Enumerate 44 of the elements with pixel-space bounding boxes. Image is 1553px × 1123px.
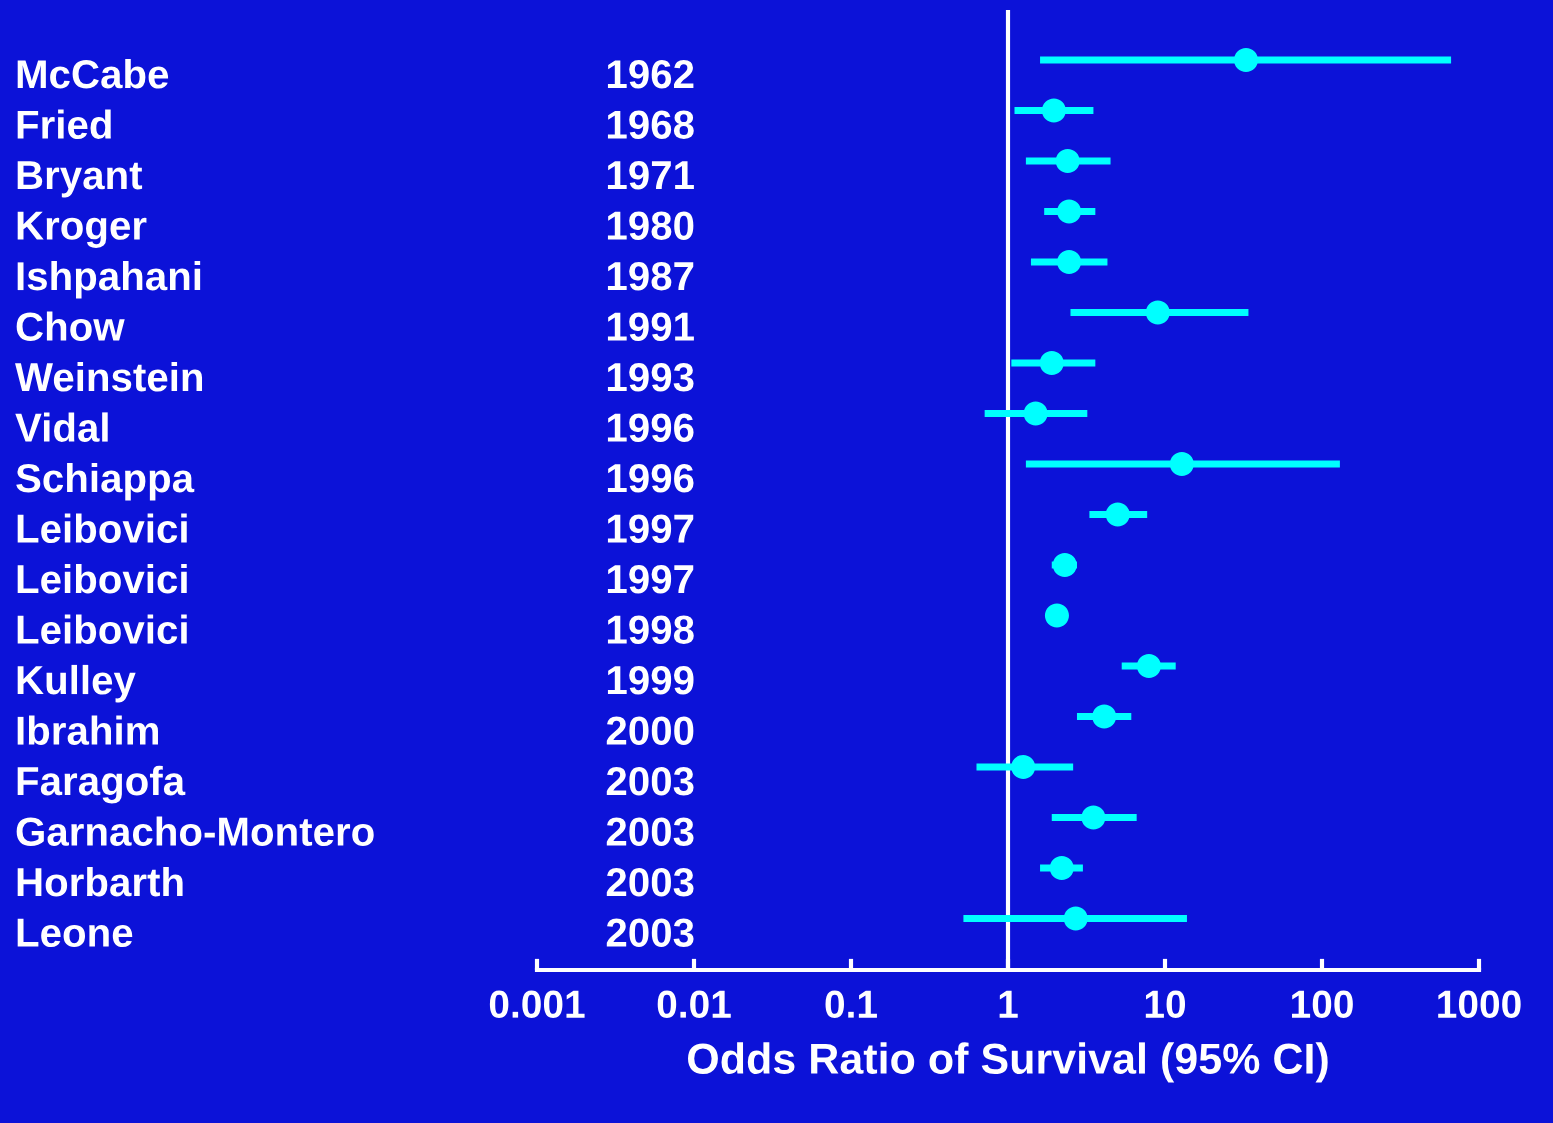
y2-tick-label: 2003	[606, 918, 694, 948]
y2-tick-label: 1999	[607, 665, 694, 695]
x-tick-label: 100	[1292, 990, 1353, 1019]
x-axis-title: Odds Ratio of Survival (95% CI)	[688, 1042, 1328, 1083]
y-tick-label: Kroger	[17, 211, 147, 248]
y-tick-label: Leibovici	[17, 563, 187, 594]
y2-tick-label: 2003	[606, 817, 694, 847]
x-tick-label: 1000	[1438, 990, 1521, 1019]
x-tick-label: 1	[999, 990, 1018, 1018]
y-tick-label: McCabe	[17, 58, 169, 89]
y2-tick-label: 1968	[607, 110, 694, 139]
y-tick-label: Weinstein	[15, 361, 203, 392]
x-tick-label: 0.01	[657, 990, 731, 1019]
y-tick-label: Ibrahim	[17, 715, 158, 745]
y2-tick-label: 2003	[606, 766, 694, 796]
y-tick-label: Bryant	[17, 161, 143, 198]
y-tick-label: Leone	[17, 918, 133, 947]
y2-tick-label: 1996	[607, 463, 694, 493]
y-tick-label: Chow	[16, 311, 125, 341]
y-tick-label: Garnacho-Montero	[16, 816, 374, 846]
y2-tick-label: 1971	[607, 160, 694, 190]
y2-tick-label: 1962	[607, 59, 694, 89]
y-tick-label: Leibovici	[17, 614, 187, 644]
x-tick-label: 0.001	[489, 990, 585, 1019]
x-tick-label: 0.1	[825, 990, 877, 1019]
y-tick-label: Kulley	[17, 664, 136, 703]
y2-tick-label: 1997	[607, 514, 694, 543]
y2-tick-label: 1987	[607, 261, 694, 291]
y-tick-label: Leibovici	[17, 513, 187, 543]
y2-tick-label: 1991	[607, 312, 694, 341]
y-tick-label: Faragofa	[17, 765, 186, 804]
y2-tick-label: 1993	[607, 362, 694, 392]
y2-tick-label: 1996	[607, 413, 694, 442]
y2-tick-label: 1997	[607, 564, 694, 594]
y-tick-label: Schiappa	[16, 462, 195, 501]
x-tick-label: 10	[1145, 990, 1186, 1019]
y-tick-label: Fried	[17, 109, 111, 139]
y-tick-label: Horbarth	[17, 866, 183, 897]
y2-tick-label: 1980	[607, 211, 694, 240]
y2-tick-label: 2000	[606, 716, 694, 745]
y2-tick-label: 1998	[607, 615, 694, 644]
y-tick-label: Vidal	[15, 412, 108, 442]
y2-tick-label: 2003	[606, 867, 694, 897]
y-tick-label: Ishpahani	[17, 260, 201, 299]
